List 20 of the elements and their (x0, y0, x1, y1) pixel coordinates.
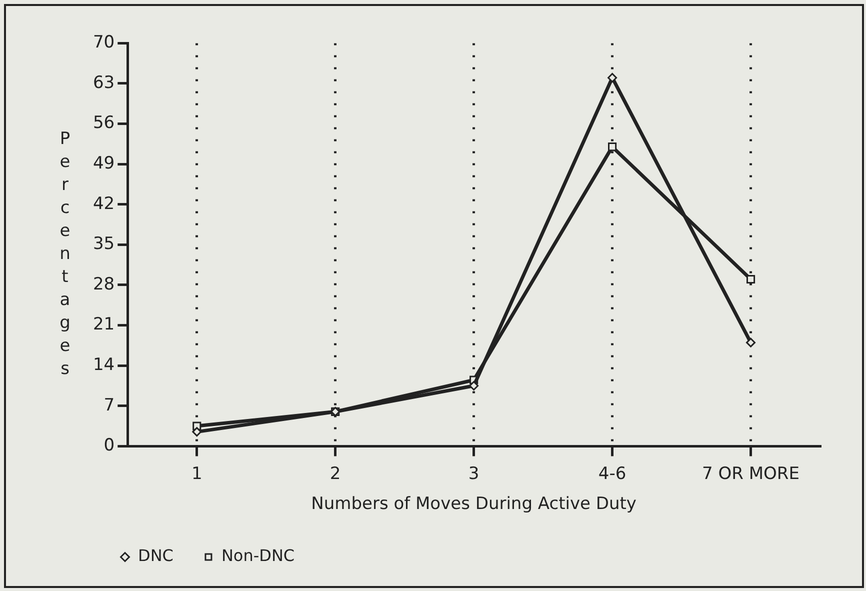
text: Percentages (60, 129, 70, 379)
x-tick-label: 3 (468, 464, 480, 484)
y-tick-label: 42 (92, 194, 115, 214)
x-axis-title: Numbers of Moves During Active Duty (311, 494, 636, 514)
y-tick-label: 56 (92, 113, 115, 134)
y-tick-label: 49 (92, 154, 115, 174)
x-tick-label: 7 OR MORE (702, 464, 800, 484)
x-tick-label: 4-6 (598, 464, 626, 484)
y-tick-label: 63 (92, 72, 115, 93)
x-tick-label: 1 (191, 464, 202, 484)
y-tick-label: 35 (92, 234, 115, 254)
legend-label: Non-DNC (221, 546, 295, 566)
y-tick-label: 21 (92, 314, 115, 335)
y-tick-label: 28 (92, 274, 115, 294)
y-tick-label: 14 (92, 355, 115, 376)
y-tick-label: 7 (104, 395, 115, 416)
legend-label: DNC (138, 546, 174, 566)
x-tick-label: 2 (330, 464, 341, 484)
y-tick-label: 70 (92, 32, 115, 53)
y-tick-label: 0 (104, 436, 115, 456)
